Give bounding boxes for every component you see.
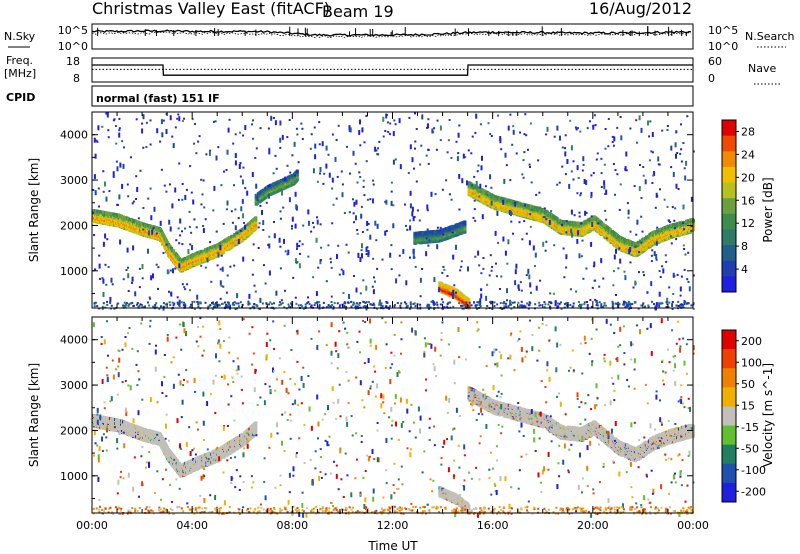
nsky-tick-top: 10^5 bbox=[58, 24, 88, 37]
beam-label: Beam 19 bbox=[322, 2, 394, 21]
noise-plot bbox=[91, 26, 691, 38]
nsearch-tick-bottom: 10^0 bbox=[708, 40, 738, 53]
heatmap-cell bbox=[170, 246, 174, 250]
freq-unit-label: [MHz] bbox=[4, 67, 36, 80]
heatmap-cell bbox=[172, 249, 176, 253]
heatmap-cell bbox=[120, 214, 123, 218]
freq-tick-top: 18 bbox=[66, 55, 80, 68]
heatmap-cell bbox=[161, 231, 165, 235]
frequency-plot bbox=[92, 64, 693, 76]
heatmap-cell bbox=[164, 237, 168, 241]
heatmap-cell bbox=[162, 233, 166, 237]
power-plot bbox=[92, 112, 695, 311]
nsky-tick-bottom: 10^0 bbox=[58, 40, 88, 53]
heatmap-cell bbox=[254, 226, 258, 230]
heatmap-cell bbox=[163, 235, 167, 239]
heatmap-cell bbox=[184, 256, 188, 260]
heatmap-cell bbox=[542, 208, 546, 212]
nave-label: Nave bbox=[748, 62, 776, 75]
heatmap-cell bbox=[160, 229, 164, 233]
heatmap-cell bbox=[475, 185, 479, 189]
nsky-label: N.Sky bbox=[4, 30, 36, 43]
nave-tick-top: 60 bbox=[708, 55, 722, 68]
heatmap-cell bbox=[222, 250, 226, 254]
noise-panel: N.Sky 10^5 10^0 10^5 10^0 N.Search bbox=[4, 23, 795, 53]
frequency-panel: Freq. [MHz] 18 8 60 0 Nave bbox=[4, 54, 782, 85]
freq-label: Freq. bbox=[6, 54, 33, 67]
heatmap-cell bbox=[295, 177, 299, 181]
heatmap-cell bbox=[545, 210, 549, 214]
heatmap-cell bbox=[166, 241, 170, 245]
frequency-series bbox=[92, 64, 693, 76]
heatmap-cell bbox=[295, 172, 299, 176]
heatmap-cell bbox=[295, 169, 299, 173]
heatmap-cell bbox=[487, 192, 491, 196]
cpid-label: CPID bbox=[6, 91, 35, 104]
heatmap-cell bbox=[214, 244, 218, 248]
nave-tick-bottom: 0 bbox=[708, 72, 715, 85]
heatmap-cell bbox=[277, 179, 281, 183]
nsearch-tick-top: 10^5 bbox=[708, 24, 738, 37]
heatmap-cell bbox=[467, 298, 471, 302]
heatmap-cell bbox=[469, 182, 473, 186]
figure-title: Christmas Valley East (fitACF) bbox=[92, 0, 330, 18]
heatmap-cell bbox=[159, 227, 163, 231]
cpid-panel: CPID normal (fast) 151 IF bbox=[6, 85, 694, 107]
freq-tick-bottom: 8 bbox=[73, 72, 80, 85]
heatmap-cell bbox=[165, 239, 169, 243]
cpid-value: normal (fast) 151 IF bbox=[96, 92, 220, 105]
date-label: 16/Aug/2012 bbox=[589, 0, 692, 18]
heatmap-cell bbox=[254, 216, 258, 220]
heatmap-cell bbox=[526, 212, 530, 216]
nsearch-label: N.Search bbox=[745, 30, 795, 43]
